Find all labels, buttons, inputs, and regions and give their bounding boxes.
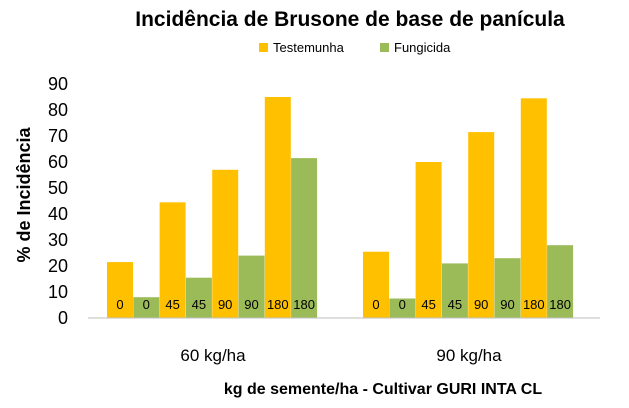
bar-fungicida-45 <box>441 263 468 318</box>
bar-label: 0 <box>399 297 406 312</box>
y-tick-label: 60 <box>48 152 68 172</box>
y-axis-label: % de Incidência <box>14 126 34 262</box>
chart-title: Incidência de Brusone de base de panícul… <box>135 8 565 31</box>
bar-testemunha-45 <box>415 162 442 318</box>
x-axis-label: kg de semente/ha - Cultivar GURI INTA CL <box>224 381 543 398</box>
bar-fungicida-0 <box>389 298 416 318</box>
bar-label: 45 <box>448 297 462 312</box>
bar-fungicida-0 <box>133 297 160 318</box>
y-tick-label: 70 <box>48 126 68 146</box>
bar-label: 90 <box>500 297 514 312</box>
bars <box>107 97 574 318</box>
legend-swatch-fungicida <box>380 43 389 52</box>
bar-label: 45 <box>421 297 435 312</box>
bar-testemunha-0 <box>107 262 133 318</box>
y-tick-label: 80 <box>48 100 68 120</box>
y-tick-label: 40 <box>48 204 68 224</box>
legend: Testemunha Fungicida <box>259 40 451 55</box>
category-label-90: 90 kg/ha <box>436 346 502 365</box>
bar-label: 0 <box>372 297 379 312</box>
legend-label-fungicida: Fungicida <box>394 40 451 55</box>
bar-fungicida-45 <box>185 277 212 318</box>
bar-testemunha-180 <box>520 98 547 318</box>
bar-label: 45 <box>165 297 179 312</box>
y-tick-label: 10 <box>48 282 68 302</box>
y-tick-label: 50 <box>48 178 68 198</box>
y-tick-label: 30 <box>48 230 68 250</box>
legend-swatch-testemunha <box>259 43 268 52</box>
bar-fungicida-90 <box>238 255 265 318</box>
bar-label: 180 <box>549 297 571 312</box>
y-tick-label: 90 <box>48 74 68 94</box>
bar-fungicida-180 <box>547 245 574 318</box>
bar-label: 180 <box>523 297 545 312</box>
bar-label: 180 <box>293 297 315 312</box>
bar-label: 90 <box>218 297 232 312</box>
bar-label: 90 <box>474 297 488 312</box>
bar-fungicida-90 <box>494 258 521 318</box>
bar-testemunha-90 <box>468 132 495 318</box>
bar-testemunha-0 <box>363 251 389 318</box>
y-tick-label: 20 <box>48 256 68 276</box>
bar-testemunha-45 <box>159 202 186 318</box>
bar-label: 180 <box>267 297 289 312</box>
bar-fungicida-180 <box>291 158 318 318</box>
bar-label: 0 <box>116 297 123 312</box>
y-axis-ticks: 0 10 20 30 40 50 60 70 80 90 <box>48 74 68 328</box>
category-label-60: 60 kg/ha <box>180 346 246 365</box>
bar-label: 0 <box>143 297 150 312</box>
bar-testemunha-90 <box>212 169 239 318</box>
bar-testemunha-180 <box>264 97 291 318</box>
bar-label: 45 <box>192 297 206 312</box>
bar-label: 90 <box>244 297 258 312</box>
legend-label-testemunha: Testemunha <box>273 40 345 55</box>
y-tick-label: 0 <box>58 308 68 328</box>
bar-labels: 0 0 45 45 90 90 180 180 0 0 45 45 90 90 180 180 <box>116 297 571 312</box>
